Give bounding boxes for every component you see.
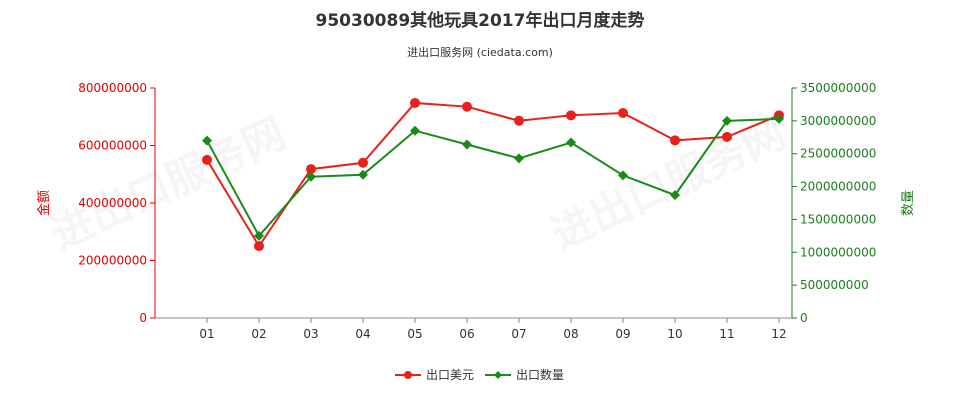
chart-title: 95030089其他玩具2017年出口月度走势 bbox=[316, 10, 645, 31]
x-tick-label: 07 bbox=[511, 327, 526, 341]
right-axis-ticks: 0 500000000 1000000000 1500000000 2000000000… bbox=[792, 81, 876, 325]
x-axis-ticks: 01 02 03 04 05 06 07 08 09 10 11 12 bbox=[199, 318, 787, 341]
right-tick-label: 0 bbox=[800, 311, 808, 325]
series-point bbox=[722, 131, 732, 142]
series-point bbox=[306, 171, 316, 182]
x-tick-label: 08 bbox=[563, 327, 578, 341]
series-layer bbox=[202, 97, 784, 252]
right-tick-label: 1500000000 bbox=[800, 212, 876, 226]
x-tick-label: 06 bbox=[459, 327, 474, 341]
left-tick-label: 400000000 bbox=[78, 196, 147, 210]
left-axis-label: 金额 bbox=[36, 190, 52, 216]
left-axis-ticks: 0 200000000 400000000 600000000 800000000 bbox=[78, 81, 155, 325]
series-point bbox=[670, 135, 680, 146]
x-tick-label: 10 bbox=[667, 327, 682, 341]
chart-subtitle: 进出口服务网 (ciedata.com) bbox=[407, 45, 553, 59]
legend-label: 出口数量 bbox=[516, 367, 564, 382]
series-point bbox=[566, 110, 576, 121]
series-point bbox=[410, 125, 420, 136]
series-point bbox=[462, 101, 472, 112]
right-tick-label: 2000000000 bbox=[800, 180, 876, 194]
x-tick-label: 05 bbox=[407, 327, 422, 341]
legend: 出口美元 出口数量 bbox=[395, 367, 564, 382]
right-tick-label: 500000000 bbox=[800, 278, 869, 292]
x-tick-label: 04 bbox=[355, 327, 370, 341]
series-point bbox=[670, 190, 680, 201]
series-line-1 bbox=[206, 117, 780, 238]
right-tick-label: 2500000000 bbox=[800, 147, 876, 161]
right-tick-label: 3000000000 bbox=[800, 114, 876, 128]
series-point bbox=[306, 164, 316, 175]
x-tick-label: 11 bbox=[719, 327, 734, 341]
left-tick-label: 800000000 bbox=[78, 81, 147, 95]
x-tick-label: 02 bbox=[251, 327, 266, 341]
left-tick-label: 600000000 bbox=[78, 139, 147, 153]
series-point bbox=[410, 97, 420, 108]
right-tick-label: 1000000000 bbox=[800, 245, 876, 259]
x-tick-label: 01 bbox=[199, 327, 214, 341]
series-point bbox=[202, 135, 212, 146]
left-tick-label: 200000000 bbox=[78, 254, 147, 268]
x-tick-label: 03 bbox=[303, 327, 318, 341]
series-point bbox=[202, 154, 212, 165]
series-point bbox=[514, 153, 524, 164]
series-point bbox=[254, 230, 264, 241]
legend-label: 出口美元 bbox=[426, 368, 474, 382]
series-point bbox=[462, 139, 472, 150]
right-tick-label: 3500000000 bbox=[800, 81, 876, 95]
legend-marker bbox=[404, 371, 412, 379]
series-point bbox=[774, 113, 784, 124]
right-axis-label: 数量 bbox=[901, 190, 916, 216]
series-point bbox=[358, 157, 368, 168]
left-tick-label: 0 bbox=[139, 311, 147, 325]
watermark-text-right: 进出口服务网 bbox=[544, 108, 793, 259]
series-point bbox=[722, 115, 732, 126]
series-point bbox=[254, 241, 264, 252]
x-tick-label: 09 bbox=[615, 327, 630, 341]
series-point bbox=[514, 115, 524, 126]
series-point bbox=[566, 137, 576, 148]
series-point bbox=[358, 169, 368, 180]
series-point bbox=[618, 108, 628, 119]
legend-marker bbox=[494, 371, 502, 379]
series-point bbox=[618, 170, 628, 181]
series-line-0 bbox=[206, 101, 780, 248]
x-tick-label: 12 bbox=[771, 327, 786, 341]
